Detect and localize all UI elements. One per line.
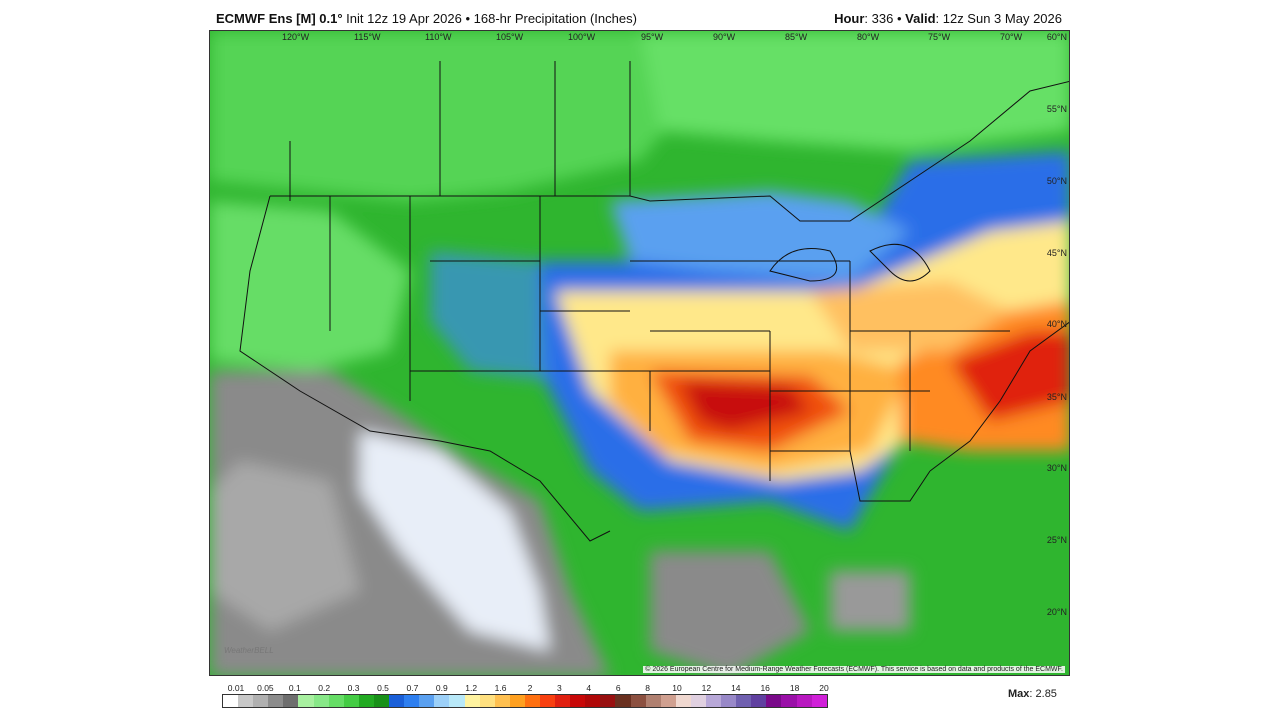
colorbar-swatch: [268, 695, 284, 707]
colorbar-label: 0.01: [227, 683, 245, 693]
colorbar-swatch: [328, 695, 344, 707]
colorbar-label: 0.7: [406, 683, 419, 693]
colorbar-swatch: [223, 695, 239, 707]
colorbar-label: 16: [760, 683, 770, 693]
lon-label: 75°W: [928, 32, 951, 42]
colorbar-swatch: [494, 695, 510, 707]
colorbar-swatch: [449, 695, 465, 707]
colorbar-swatch: [434, 695, 450, 707]
colorbar-label: 8: [645, 683, 650, 693]
lat-label: 30°N: [1046, 463, 1067, 473]
colorbar-swatch: [615, 695, 631, 707]
colorbar-swatch: [690, 695, 706, 707]
colorbar-swatch: [298, 695, 314, 707]
lat-label: 55°N: [1046, 104, 1067, 114]
colorbar-swatch: [660, 695, 676, 707]
colorbar-swatch: [539, 695, 556, 707]
colorbar-label: 18: [789, 683, 800, 693]
colorbar-swatch: [555, 695, 571, 707]
colorbar-swatch: [811, 695, 827, 707]
lon-label: 95°W: [641, 32, 664, 42]
colorbar-swatch: [721, 695, 737, 707]
valid-time: Hour: 336 • Valid: 12z Sun 3 May 2026: [834, 11, 1062, 26]
colorbar-label: 0.1: [288, 683, 301, 693]
lon-label: 110°W: [425, 32, 452, 42]
colorbar-swatch: [600, 695, 616, 707]
colorbar-label: 0.2: [318, 683, 331, 693]
colorbar-swatch: [706, 695, 722, 707]
lon-label: 80°W: [857, 32, 880, 42]
colorbar-label: 0.5: [377, 683, 389, 693]
colorbar-label: 3: [557, 683, 562, 693]
lat-label: 35°N: [1046, 392, 1067, 402]
colorbar-swatch: [585, 695, 601, 707]
colorbar-label: 4: [586, 683, 592, 693]
colorbar-label: 14: [731, 683, 741, 693]
colorbar-label: 20: [819, 683, 829, 693]
colorbar-swatch: [343, 695, 359, 707]
lat-label: 45°N: [1046, 248, 1067, 258]
colorbar-swatch: [796, 695, 812, 707]
lon-label: 115°W: [354, 32, 381, 42]
lat-label: 40°N: [1046, 319, 1067, 329]
precipitation-map: 120°W 115°W 110°W 105°W 100°W 95°W 90°W …: [209, 30, 1070, 676]
colorbar-swatch: [781, 695, 797, 707]
colorbar-swatch: [736, 695, 752, 707]
colorbar-swatch: [479, 695, 495, 707]
colorbar-swatch: [419, 695, 435, 707]
colorbar-swatch: [645, 695, 661, 707]
map-title: ECMWF Ens [M] 0.1° Init 12z 19 Apr 2026 …: [216, 11, 637, 26]
max-value: Max: 2.85: [1008, 688, 1057, 700]
colorbar-swatch: [630, 695, 646, 707]
colorbar-swatch: [509, 695, 525, 707]
colorbar-swatch: [404, 695, 420, 707]
colorbar-label: 0.3: [347, 683, 360, 693]
colorbar-label: 0.9: [435, 683, 448, 693]
colorbar-swatch: [389, 695, 405, 707]
colorbar-swatch: [373, 695, 390, 707]
colorbar-label: 6: [615, 683, 621, 693]
precipitation-field: [210, 31, 1069, 675]
lon-label: 105°W: [496, 32, 524, 42]
lat-label: 60°N: [1046, 32, 1067, 42]
colorbar-swatch: [358, 695, 374, 707]
colorbar-swatch: [253, 695, 269, 707]
lon-label: 100°W: [568, 32, 596, 42]
lat-label: 25°N: [1046, 535, 1067, 545]
colorbar-label: 2: [527, 683, 533, 693]
colorbar-swatch: [313, 695, 329, 707]
copyright-credit: © 2026 European Centre for Medium-Range …: [643, 666, 1065, 673]
lon-label: 85°W: [785, 32, 808, 42]
colorbar-label: 1.6: [494, 683, 507, 693]
colorbar-swatch: [283, 695, 299, 707]
lon-label: 120°W: [282, 32, 310, 42]
colorbar-swatch: [524, 695, 540, 707]
lat-label: 20°N: [1046, 607, 1067, 617]
lat-label: 50°N: [1046, 176, 1067, 186]
weatherbell-logo: WeatherBELL: [224, 646, 274, 655]
lon-label: 90°W: [713, 32, 736, 42]
colorbar-label: 10: [672, 683, 682, 693]
colorbar-label: 12: [701, 683, 712, 693]
colorbar-swatch: [675, 695, 691, 707]
colorbar-swatch: [570, 695, 586, 707]
colorbar-swatch: [766, 695, 782, 707]
colorbar-swatch: [751, 695, 767, 707]
colorbar: [222, 694, 828, 708]
colorbar-label: 1.2: [465, 683, 478, 693]
colorbar-swatch: [464, 695, 480, 707]
colorbar-label: 0.05: [257, 683, 274, 693]
colorbar-swatch: [238, 695, 254, 707]
lon-label: 70°W: [1000, 32, 1023, 42]
